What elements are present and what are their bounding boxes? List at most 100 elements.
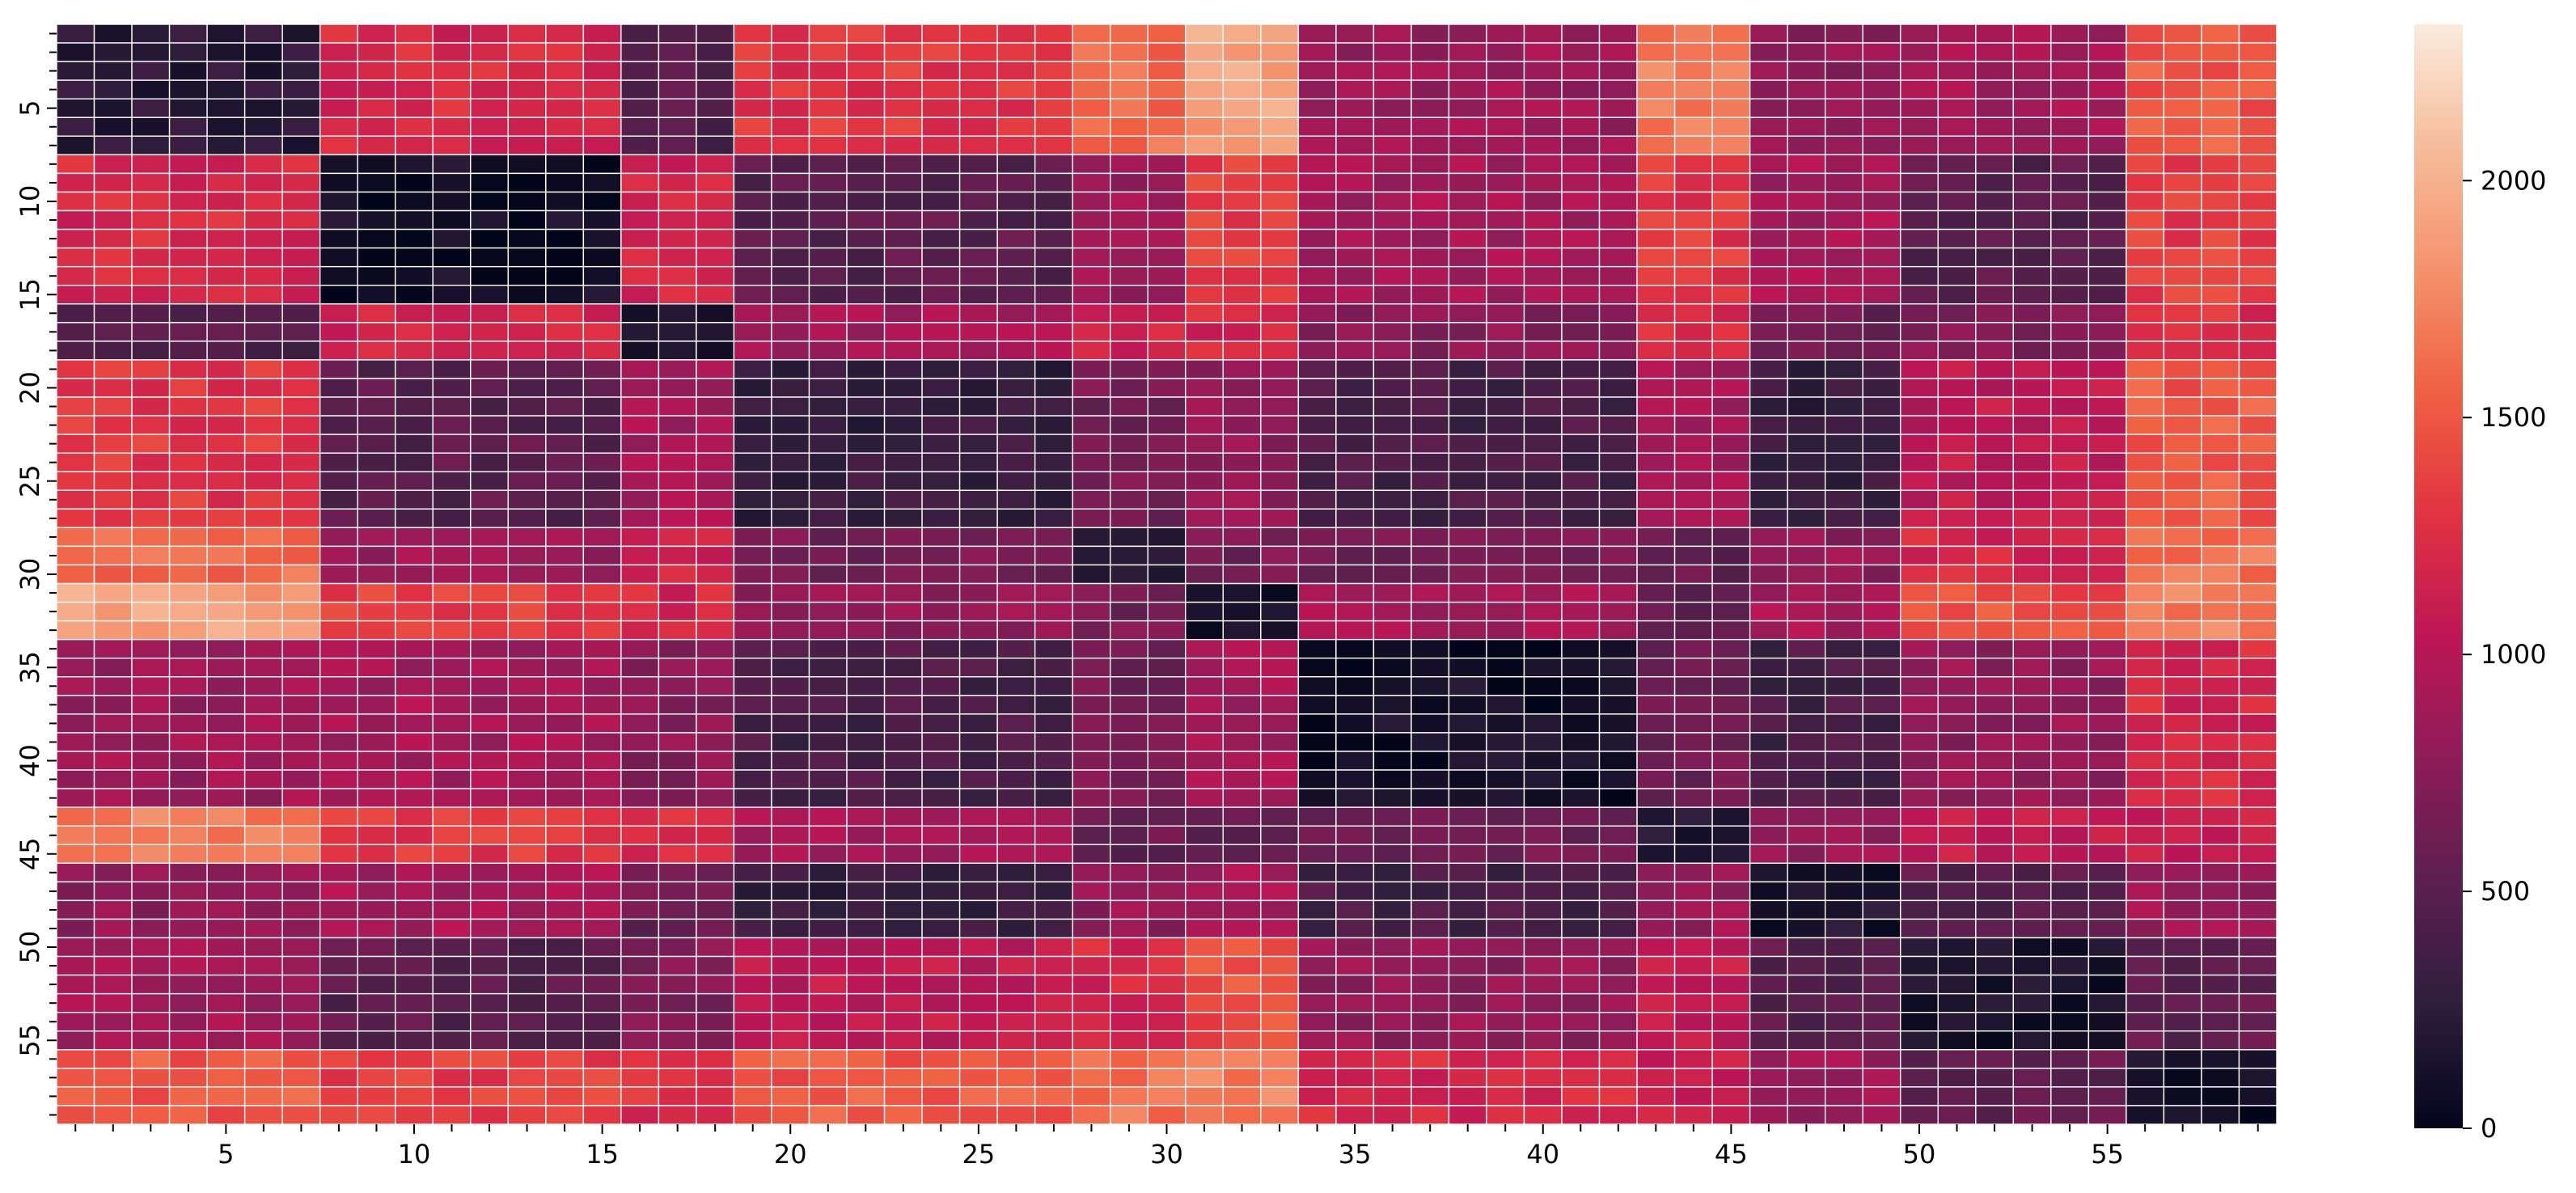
heatmap-cell <box>1411 695 1450 715</box>
heatmap-cell <box>1411 359 1450 379</box>
heatmap-cell <box>470 396 510 417</box>
heatmap-cell <box>658 452 697 472</box>
heatmap-cell <box>1749 658 1788 678</box>
heatmap-cell <box>1561 1068 1601 1088</box>
heatmap-cell <box>131 98 171 118</box>
heatmap-cell <box>357 881 396 902</box>
heatmap-cell <box>658 638 697 659</box>
heatmap-cell <box>1749 303 1788 324</box>
heatmap-cell <box>771 881 810 902</box>
heatmap-cell <box>2126 209 2165 231</box>
heatmap-cell <box>733 582 772 603</box>
heatmap-cell <box>2012 881 2052 902</box>
heatmap-cell <box>958 695 998 715</box>
heatmap-cell <box>1110 42 1148 62</box>
heatmap-cell <box>1749 527 1788 548</box>
heatmap-cell <box>996 191 1036 212</box>
heatmap-cell <box>545 1068 585 1088</box>
heatmap-cell <box>1260 341 1300 361</box>
heatmap-cell <box>1373 788 1412 808</box>
heatmap-cell <box>1448 322 1487 342</box>
heatmap-cell <box>1561 154 1601 175</box>
heatmap-cell <box>1636 247 1676 268</box>
heatmap-cell <box>545 1030 585 1051</box>
heatmap-cell <box>1523 1105 1563 1125</box>
heatmap-cell <box>1448 1011 1487 1032</box>
heatmap-cell <box>319 42 358 62</box>
heatmap-cell <box>1034 42 1073 62</box>
heatmap-cell <box>545 359 585 379</box>
heatmap-cell <box>206 1049 246 1069</box>
heatmap-cell <box>432 732 472 752</box>
heatmap-cell <box>357 396 396 417</box>
heatmap-cell <box>733 154 772 175</box>
heatmap-cell <box>1862 191 1901 212</box>
heatmap-cell <box>507 1086 547 1106</box>
colorbar-tick-label: 1000 <box>2481 639 2546 670</box>
heatmap-cell <box>131 545 171 566</box>
heatmap-cell <box>1900 527 1939 548</box>
heatmap-cell <box>2087 658 2127 678</box>
heatmap-cell <box>1975 1011 2015 1032</box>
heatmap-cell <box>545 899 585 920</box>
heatmap-cell <box>1673 844 1713 864</box>
heatmap-cell <box>1749 638 1788 659</box>
heatmap-cell <box>620 489 660 510</box>
heatmap-cell <box>1222 1011 1262 1032</box>
heatmap-cell <box>507 1011 547 1032</box>
heatmap-cell <box>1787 135 1826 156</box>
heatmap-cell <box>93 154 133 175</box>
heatmap-cell <box>1222 172 1262 193</box>
heatmap-cell <box>2050 265 2090 286</box>
heatmap-cell <box>93 881 133 902</box>
heatmap-cell <box>1034 844 1073 864</box>
heatmap-cell <box>2087 713 2127 734</box>
heatmap-cell <box>2126 564 2165 585</box>
heatmap-cell <box>658 527 697 548</box>
heatmap-cell <box>2050 415 2090 435</box>
heatmap-cell <box>996 1068 1036 1088</box>
heatmap-cell <box>1411 322 1450 342</box>
heatmap-cell <box>1072 751 1111 771</box>
heatmap-cell <box>1673 209 1713 231</box>
heatmap-cell <box>658 992 697 1013</box>
heatmap-cell <box>1486 1030 1525 1051</box>
heatmap-cell <box>1749 695 1788 715</box>
heatmap-cell <box>1486 881 1525 902</box>
heatmap-cell <box>1335 285 1375 305</box>
heatmap-cell <box>1260 713 1300 734</box>
heatmap-cell <box>2163 135 2202 156</box>
heatmap-cell <box>2238 992 2278 1013</box>
heatmap-cell <box>1373 42 1412 62</box>
heatmap-cell <box>545 61 585 81</box>
heatmap-cell <box>470 788 510 808</box>
heatmap-cell <box>1034 918 1073 939</box>
heatmap-cell <box>1937 638 1977 659</box>
heatmap-cell <box>206 378 246 398</box>
heatmap-cell <box>1110 899 1148 920</box>
heatmap-cell <box>93 434 133 454</box>
heatmap-cell <box>1636 452 1676 472</box>
heatmap-cell <box>1411 1086 1450 1106</box>
heatmap-cell <box>1260 825 1300 845</box>
heatmap-cell <box>2238 806 2278 827</box>
heatmap-cell <box>168 955 208 976</box>
heatmap-cell <box>1636 1011 1676 1032</box>
heatmap-cell <box>958 98 998 118</box>
heatmap-cell <box>1185 434 1224 454</box>
heatmap-cell <box>1523 1049 1563 1069</box>
heatmap-cell <box>1673 1011 1713 1032</box>
heatmap-cell <box>1072 61 1111 81</box>
heatmap-cell <box>1448 191 1487 212</box>
heatmap-cell <box>2012 658 2052 678</box>
heatmap-cell <box>921 806 961 827</box>
heatmap-cell <box>1937 582 1977 603</box>
heatmap-cell <box>1523 992 1563 1013</box>
heatmap-cell <box>1862 658 1901 678</box>
heatmap-cell <box>395 228 434 249</box>
heatmap-cell <box>1975 825 2015 845</box>
heatmap-cell <box>281 303 321 324</box>
heatmap-cell <box>432 285 472 305</box>
heatmap-cell <box>1598 247 1638 268</box>
